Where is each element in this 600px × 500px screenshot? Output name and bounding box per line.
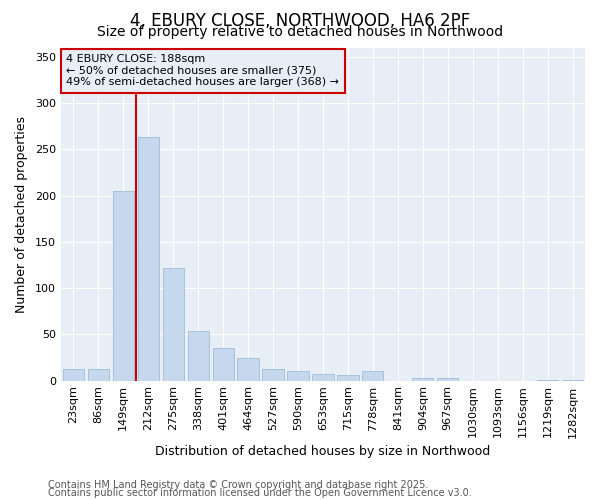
Bar <box>212 348 234 380</box>
Text: Size of property relative to detached houses in Northwood: Size of property relative to detached ho… <box>97 25 503 39</box>
Bar <box>313 374 334 380</box>
Bar <box>63 370 84 380</box>
Bar <box>287 372 308 380</box>
Bar <box>188 330 209 380</box>
Bar <box>437 378 458 380</box>
Y-axis label: Number of detached properties: Number of detached properties <box>15 116 28 312</box>
Bar <box>362 372 383 380</box>
Text: 4 EBURY CLOSE: 188sqm
← 50% of detached houses are smaller (375)
49% of semi-det: 4 EBURY CLOSE: 188sqm ← 50% of detached … <box>66 54 339 88</box>
Text: Contains HM Land Registry data © Crown copyright and database right 2025.: Contains HM Land Registry data © Crown c… <box>48 480 428 490</box>
Bar <box>137 137 159 380</box>
Bar <box>88 370 109 380</box>
Bar <box>412 378 433 380</box>
Bar <box>262 368 284 380</box>
Bar <box>113 191 134 380</box>
X-axis label: Distribution of detached houses by size in Northwood: Distribution of detached houses by size … <box>155 444 491 458</box>
Bar <box>238 358 259 380</box>
Text: Contains public sector information licensed under the Open Government Licence v3: Contains public sector information licen… <box>48 488 472 498</box>
Bar <box>337 375 359 380</box>
Text: 4, EBURY CLOSE, NORTHWOOD, HA6 2PF: 4, EBURY CLOSE, NORTHWOOD, HA6 2PF <box>130 12 470 30</box>
Bar <box>163 268 184 380</box>
